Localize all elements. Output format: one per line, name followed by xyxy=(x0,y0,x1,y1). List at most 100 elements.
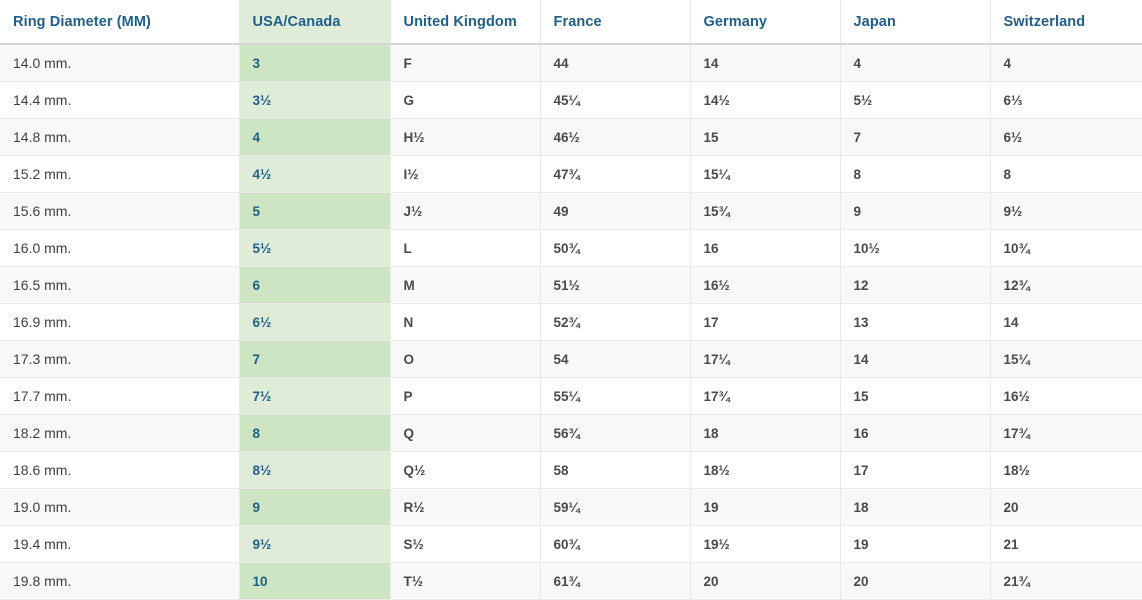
cell-size-value: 5 xyxy=(239,192,391,230)
cell-size-value: 18½ xyxy=(690,451,841,489)
table-body: 14.0 mm. 3 F 44 14 4 4 14.4 mm. 3½ G 45¼ 14½ 5½ 6⅓ 14.… xyxy=(0,44,1142,600)
table-row: 16.0 mm. 5½ L 50¾ 16 10½ 10¾ xyxy=(0,229,1142,267)
cell-size-value: 4 xyxy=(840,44,991,82)
cell-size-value: 8½ xyxy=(239,451,391,489)
cell-size-value: 61¾ xyxy=(540,562,691,600)
cell-size-value: 21 xyxy=(990,525,1142,563)
cell-size-value: 18½ xyxy=(990,451,1142,489)
cell-size-value: 14 xyxy=(990,303,1142,341)
cell-size-value: 4 xyxy=(239,118,391,156)
cell-ring-diameter: 14.8 mm. xyxy=(0,118,240,156)
cell-size-value: R½ xyxy=(390,488,541,526)
table-row: 19.4 mm. 9½ S½ 60¾ 19½ 19 21 xyxy=(0,525,1142,563)
cell-size-value: 8 xyxy=(840,155,991,193)
cell-size-value: 16½ xyxy=(690,266,841,304)
table-row: 15.2 mm. 4½ I½ 47¾ 15¼ 8 8 xyxy=(0,155,1142,193)
cell-size-value: 21¾ xyxy=(990,562,1142,600)
cell-size-value: 10¾ xyxy=(990,229,1142,267)
cell-ring-diameter: 14.0 mm. xyxy=(0,44,240,82)
cell-size-value: 45¼ xyxy=(540,81,691,119)
cell-size-value: 6 xyxy=(239,266,391,304)
table-row: 14.0 mm. 3 F 44 14 4 4 xyxy=(0,44,1142,82)
cell-size-value: 7 xyxy=(239,340,391,378)
cell-size-value: L xyxy=(390,229,541,267)
table-row: 14.4 mm. 3½ G 45¼ 14½ 5½ 6⅓ xyxy=(0,81,1142,119)
cell-size-value: 13 xyxy=(840,303,991,341)
table-row: 19.0 mm. 9 R½ 59¼ 19 18 20 xyxy=(0,488,1142,526)
cell-ring-diameter: 19.0 mm. xyxy=(0,488,240,526)
cell-size-value: 10 xyxy=(239,562,391,600)
table-row: 16.9 mm. 6½ N 52¾ 17 13 14 xyxy=(0,303,1142,341)
cell-ring-diameter: 18.6 mm. xyxy=(0,451,240,489)
cell-ring-diameter: 16.0 mm. xyxy=(0,229,240,267)
cell-size-value: S½ xyxy=(390,525,541,563)
cell-size-value: 12¾ xyxy=(990,266,1142,304)
cell-size-value: 10½ xyxy=(840,229,991,267)
cell-size-value: 20 xyxy=(690,562,841,600)
cell-size-value: 56¾ xyxy=(540,414,691,452)
cell-size-value: 17¾ xyxy=(690,377,841,415)
cell-size-value: G xyxy=(390,81,541,119)
cell-ring-diameter: 15.2 mm. xyxy=(0,155,240,193)
cell-size-value: Q½ xyxy=(390,451,541,489)
cell-ring-diameter: 14.4 mm. xyxy=(0,81,240,119)
cell-size-value: 50¾ xyxy=(540,229,691,267)
cell-size-value: 5½ xyxy=(840,81,991,119)
table-row: 17.7 mm. 7½ P 55¼ 17¾ 15 16½ xyxy=(0,377,1142,415)
cell-size-value: 7½ xyxy=(239,377,391,415)
cell-size-value: 17¾ xyxy=(990,414,1142,452)
cell-size-value: 60¾ xyxy=(540,525,691,563)
cell-size-value: 16 xyxy=(690,229,841,267)
table-header: Ring Diameter (MM) USA/Canada United Kingd… xyxy=(0,0,1142,45)
cell-size-value: P xyxy=(390,377,541,415)
cell-ring-diameter: 17.3 mm. xyxy=(0,340,240,378)
cell-size-value: 15¼ xyxy=(990,340,1142,378)
cell-size-value: F xyxy=(390,44,541,82)
cell-size-value: M xyxy=(390,266,541,304)
cell-size-value: 15¾ xyxy=(690,192,841,230)
cell-size-value: 20 xyxy=(990,488,1142,526)
cell-size-value: 9 xyxy=(840,192,991,230)
column-header-united-kingdom: United Kingdom xyxy=(390,0,541,45)
column-header-ring-diameter-mm: Ring Diameter (MM) xyxy=(0,0,240,45)
cell-ring-diameter: 18.2 mm. xyxy=(0,414,240,452)
cell-size-value: 12 xyxy=(840,266,991,304)
cell-size-value: 15¼ xyxy=(690,155,841,193)
table-row: 19.8 mm. 10 T½ 61¾ 20 20 21¾ xyxy=(0,562,1142,600)
cell-size-value: 16½ xyxy=(990,377,1142,415)
column-header-france: France xyxy=(540,0,691,45)
cell-size-value: 6½ xyxy=(990,118,1142,156)
cell-size-value: 52¾ xyxy=(540,303,691,341)
cell-size-value: 9½ xyxy=(239,525,391,563)
cell-size-value: 20 xyxy=(840,562,991,600)
cell-size-value: 49 xyxy=(540,192,691,230)
cell-ring-diameter: 19.8 mm. xyxy=(0,562,240,600)
cell-size-value: 8 xyxy=(239,414,391,452)
cell-size-value: 3½ xyxy=(239,81,391,119)
cell-size-value: 19 xyxy=(840,525,991,563)
cell-size-value: 46½ xyxy=(540,118,691,156)
cell-size-value: 14 xyxy=(690,44,841,82)
cell-size-value: Q xyxy=(390,414,541,452)
cell-size-value: 3 xyxy=(239,44,391,82)
cell-size-value: 54 xyxy=(540,340,691,378)
cell-size-value: T½ xyxy=(390,562,541,600)
table-header-row: Ring Diameter (MM) USA/Canada United Kingd… xyxy=(0,0,1142,45)
cell-size-value: N xyxy=(390,303,541,341)
table-row: 18.6 mm. 8½ Q½ 58 18½ 17 18½ xyxy=(0,451,1142,489)
cell-size-value: 7 xyxy=(840,118,991,156)
column-header-switzerland: Switzerland xyxy=(990,0,1142,45)
cell-size-value: 18 xyxy=(840,488,991,526)
table-row: 18.2 mm. 8 Q 56¾ 18 16 17¾ xyxy=(0,414,1142,452)
cell-size-value: 19½ xyxy=(690,525,841,563)
cell-ring-diameter: 17.7 mm. xyxy=(0,377,240,415)
cell-size-value: 14½ xyxy=(690,81,841,119)
cell-size-value: 8 xyxy=(990,155,1142,193)
cell-ring-diameter: 16.9 mm. xyxy=(0,303,240,341)
cell-size-value: 9½ xyxy=(990,192,1142,230)
cell-size-value: 18 xyxy=(690,414,841,452)
cell-size-value: 59¼ xyxy=(540,488,691,526)
cell-size-value: 17¼ xyxy=(690,340,841,378)
cell-size-value: 44 xyxy=(540,44,691,82)
table-row: 14.8 mm. 4 H½ 46½ 15 7 6½ xyxy=(0,118,1142,156)
